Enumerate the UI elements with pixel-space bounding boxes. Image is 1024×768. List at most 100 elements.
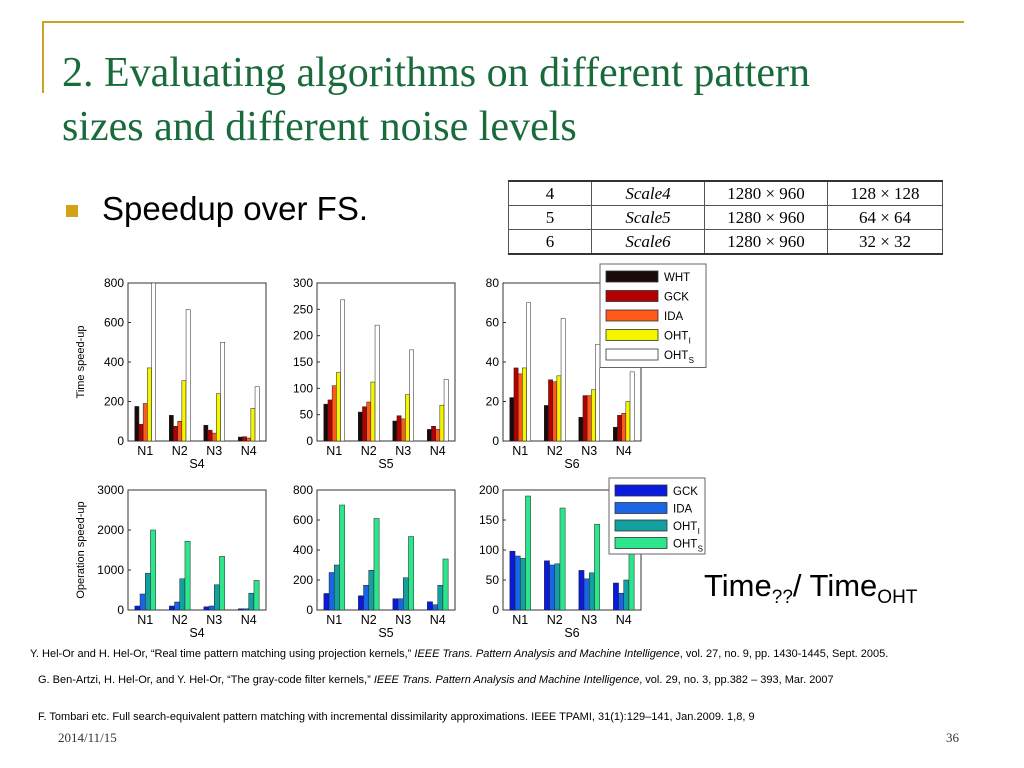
bar-gck	[617, 415, 622, 442]
bar-oht_i	[147, 367, 152, 442]
reference-journal: IEEE Trans. Pattern Analysis and Machine…	[373, 674, 640, 686]
legend-label: OHT	[664, 350, 688, 362]
legend-label-sub: S	[689, 356, 694, 365]
bar-ida	[331, 385, 337, 442]
bar-ida	[142, 403, 148, 442]
bar-oht_i	[214, 584, 220, 611]
bar-oht_s	[185, 309, 191, 442]
bar-oht_s	[442, 558, 449, 611]
y-tick-label: 250	[293, 302, 313, 316]
y-tick-label: 1000	[97, 563, 124, 577]
bar-gck	[396, 415, 402, 442]
y-tick-label: 600	[104, 316, 124, 330]
x-tick-label: N1	[512, 613, 528, 627]
bar-ida	[432, 604, 438, 611]
bar-wht	[544, 405, 549, 442]
bar-wht	[134, 406, 140, 442]
bar-ida	[363, 585, 369, 611]
bar-oht_i	[522, 367, 527, 442]
bar-ida	[246, 437, 252, 442]
frame-top-line	[42, 21, 964, 23]
x-tick-label: N4	[430, 444, 446, 458]
bar-wht	[323, 403, 329, 442]
y-tick-label: 600	[293, 513, 313, 527]
bar-gck	[613, 582, 619, 611]
x-tick-label: N1	[137, 444, 153, 458]
bar-gck	[327, 399, 333, 442]
bar-oht_i	[591, 389, 596, 442]
x-tick-label: N2	[172, 444, 188, 458]
bar-gck	[392, 598, 399, 611]
bar-oht_s	[340, 299, 345, 442]
legend-swatch	[614, 484, 668, 497]
bar-oht_s	[373, 518, 380, 611]
bullet-text: Speedup over FS.	[102, 190, 368, 227]
bar-gck	[544, 560, 550, 611]
bar-oht_s	[560, 318, 566, 442]
bar-ida	[586, 395, 592, 442]
bar-gck	[169, 605, 175, 611]
bar-oht_i	[216, 393, 221, 442]
y-tick-label: 150	[293, 355, 313, 369]
bar-oht_i	[334, 564, 340, 611]
bar-wht	[509, 397, 515, 442]
y-tick-label: 50	[300, 408, 314, 422]
bar-oht_s	[408, 536, 414, 611]
table-cell: 1280 × 960	[704, 229, 828, 255]
y-tick-label: 3000	[97, 483, 124, 497]
bar-oht_s	[220, 342, 226, 442]
bar-oht_i	[250, 408, 256, 442]
scale-table: 4 Scale4 1280 × 960 128 × 128 5 Scale5 1…	[508, 180, 943, 255]
y-tick-label: 200	[104, 395, 124, 409]
legend-label: IDA	[664, 311, 684, 323]
bar-ida	[552, 381, 558, 442]
bar-oht_s	[409, 349, 414, 442]
bar-gck	[509, 550, 516, 611]
x-tick-label: N2	[361, 613, 377, 627]
y-tick-label: 2000	[97, 523, 124, 537]
bar-ida	[366, 401, 372, 442]
legend-label: WHT	[664, 272, 690, 284]
x-tick-label: N4	[616, 444, 632, 458]
formula-sub-unknown: ??	[771, 587, 793, 609]
bar-oht_s	[594, 523, 600, 611]
x-tick-label: N1	[326, 444, 342, 458]
bar-oht_s	[219, 556, 225, 611]
y-tick-label: 300	[293, 276, 313, 290]
bar-gck	[203, 606, 210, 611]
bar-oht_i	[623, 579, 630, 611]
x-tick-label: N4	[616, 613, 632, 627]
y-axis-label: Operation speed-up	[75, 501, 87, 598]
bar-oht_i	[556, 375, 562, 442]
x-tick-label: N1	[326, 613, 342, 627]
bar-oht_s	[559, 507, 566, 611]
bar-wht	[578, 417, 584, 442]
bar-ida	[177, 421, 183, 442]
legend-label-sub: S	[698, 545, 703, 554]
bar-oht_i	[145, 572, 151, 611]
bar-oht_i	[248, 592, 255, 611]
bar-oht_s	[184, 540, 191, 611]
bar-oht_i	[437, 585, 444, 611]
y-tick-label: 200	[293, 573, 313, 587]
formula-time: Time	[704, 568, 772, 603]
bar-oht_i	[370, 381, 376, 442]
bar-wht	[203, 424, 209, 442]
table-cell: 5	[508, 205, 592, 230]
reference-text: F. Tombari etc. Full search-equivalent p…	[38, 711, 755, 723]
y-tick-label: 0	[306, 434, 313, 448]
y-tick-label: 0	[492, 434, 499, 448]
footer-date: 2014/11/15	[58, 730, 117, 745]
bar-oht_s	[374, 324, 380, 442]
bar-gck	[207, 429, 213, 442]
bar-gck	[578, 570, 585, 611]
bar-oht_i	[336, 372, 341, 442]
bar-gck	[134, 605, 141, 611]
bar-wht	[238, 436, 243, 442]
bullet-marker	[66, 205, 78, 217]
x-tick-label: N4	[241, 613, 257, 627]
bar-ida	[583, 578, 590, 611]
y-tick-label: 800	[104, 276, 124, 290]
bar-oht_s	[443, 379, 449, 442]
